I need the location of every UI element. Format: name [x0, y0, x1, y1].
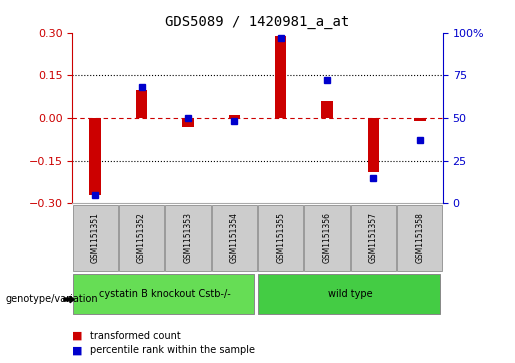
Bar — [136, 90, 147, 118]
Bar — [258, 205, 303, 271]
Text: ■: ■ — [72, 345, 82, 355]
Text: GSM1151355: GSM1151355 — [276, 212, 285, 263]
Text: genotype/variation: genotype/variation — [5, 294, 98, 305]
Text: transformed count: transformed count — [90, 331, 181, 341]
Bar — [212, 205, 257, 271]
Bar — [351, 205, 396, 271]
Text: GSM1151354: GSM1151354 — [230, 212, 239, 263]
Bar — [119, 205, 164, 271]
Bar — [73, 274, 254, 314]
Bar — [414, 118, 425, 121]
Text: GSM1151356: GSM1151356 — [322, 212, 332, 263]
Bar — [275, 36, 286, 118]
Text: GSM1151358: GSM1151358 — [415, 212, 424, 263]
FancyArrow shape — [64, 296, 74, 303]
Text: percentile rank within the sample: percentile rank within the sample — [90, 345, 255, 355]
Bar — [165, 205, 211, 271]
Text: ■: ■ — [72, 331, 82, 341]
Bar — [182, 118, 194, 127]
Bar — [258, 274, 440, 314]
Bar — [229, 115, 240, 118]
Text: GSM1151352: GSM1151352 — [137, 212, 146, 263]
Bar — [304, 205, 350, 271]
Bar — [73, 205, 118, 271]
Text: wild type: wild type — [328, 289, 372, 299]
Bar — [368, 118, 379, 172]
Text: cystatin B knockout Cstb-/-: cystatin B knockout Cstb-/- — [99, 289, 231, 299]
Text: GSM1151353: GSM1151353 — [183, 212, 193, 263]
Bar — [397, 205, 442, 271]
Text: GSM1151351: GSM1151351 — [91, 212, 100, 263]
Bar — [90, 118, 101, 195]
Title: GDS5089 / 1420981_a_at: GDS5089 / 1420981_a_at — [165, 15, 350, 29]
Text: GSM1151357: GSM1151357 — [369, 212, 378, 263]
Bar — [321, 101, 333, 118]
